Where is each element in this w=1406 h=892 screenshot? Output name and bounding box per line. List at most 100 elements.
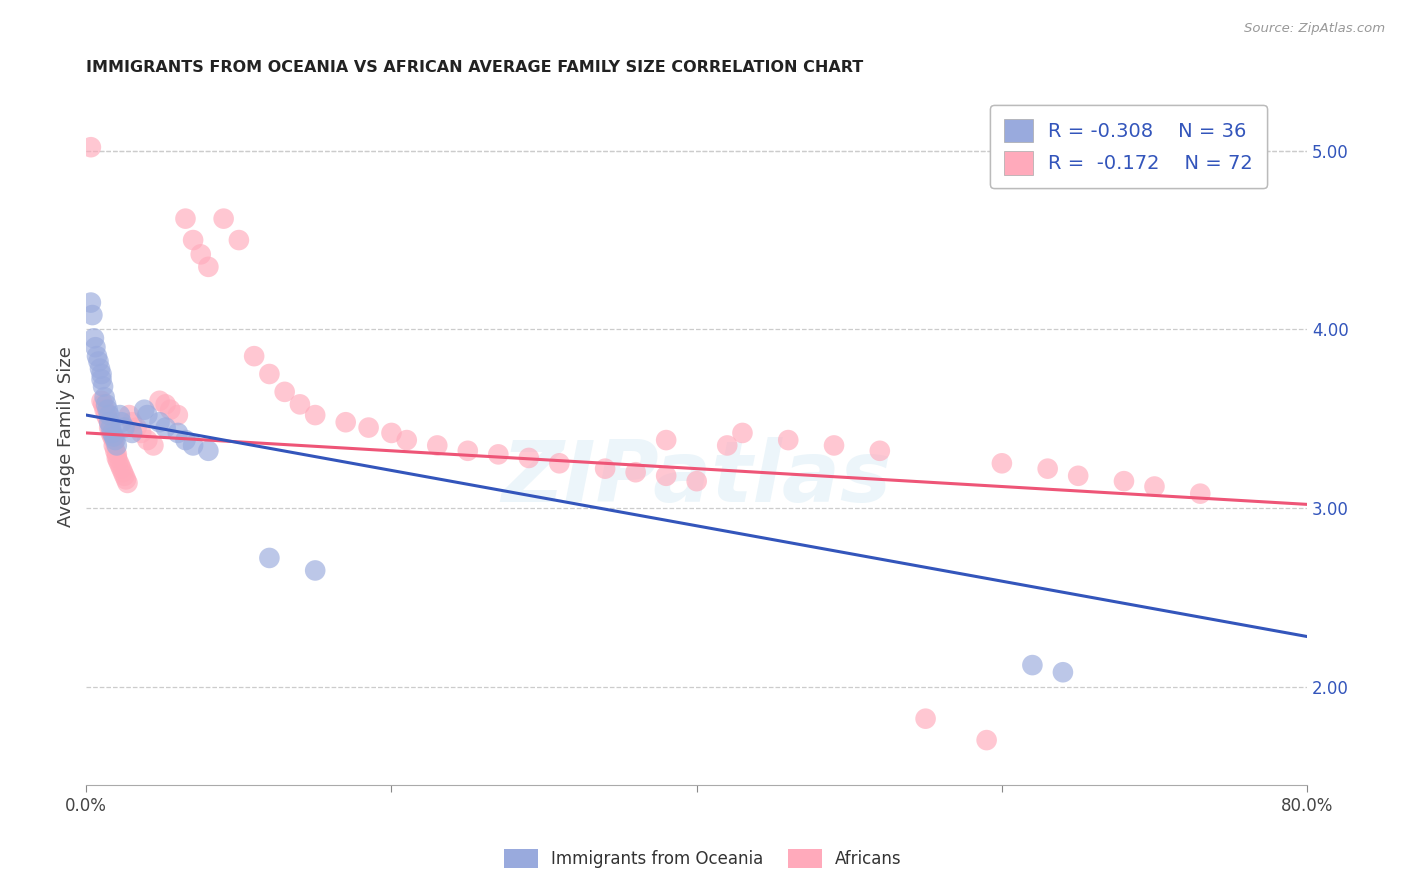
Point bbox=[593, 461, 616, 475]
Point bbox=[823, 438, 845, 452]
Point bbox=[976, 733, 998, 747]
Point bbox=[136, 433, 159, 447]
Text: Source: ZipAtlas.com: Source: ZipAtlas.com bbox=[1244, 22, 1385, 36]
Point bbox=[155, 397, 177, 411]
Point bbox=[93, 402, 115, 417]
Point bbox=[103, 438, 125, 452]
Point bbox=[1036, 461, 1059, 475]
Point bbox=[110, 461, 132, 475]
Point bbox=[97, 411, 120, 425]
Point bbox=[136, 408, 159, 422]
Point bbox=[426, 438, 449, 452]
Point bbox=[212, 211, 235, 226]
Point bbox=[548, 456, 571, 470]
Point bbox=[731, 425, 754, 440]
Point bbox=[1143, 479, 1166, 493]
Point bbox=[197, 260, 219, 274]
Point bbox=[357, 420, 380, 434]
Point bbox=[104, 433, 127, 447]
Point bbox=[101, 429, 124, 443]
Point bbox=[97, 402, 120, 417]
Point bbox=[457, 443, 479, 458]
Point bbox=[80, 295, 103, 310]
Point bbox=[86, 349, 108, 363]
Point bbox=[101, 425, 124, 440]
Point bbox=[115, 472, 138, 486]
Point bbox=[174, 433, 197, 447]
Point bbox=[90, 372, 112, 386]
Point bbox=[304, 564, 326, 578]
Point bbox=[155, 420, 177, 434]
Point bbox=[655, 433, 678, 447]
Point bbox=[105, 447, 128, 461]
Point bbox=[90, 393, 112, 408]
Point bbox=[655, 468, 678, 483]
Point bbox=[98, 415, 121, 429]
Point bbox=[991, 456, 1014, 470]
Point bbox=[111, 465, 134, 479]
Text: IMMIGRANTS FROM OCEANIA VS AFRICAN AVERAGE FAMILY SIZE CORRELATION CHART: IMMIGRANTS FROM OCEANIA VS AFRICAN AVERA… bbox=[86, 60, 863, 75]
Point bbox=[108, 408, 131, 422]
Point bbox=[914, 712, 936, 726]
Point bbox=[114, 468, 136, 483]
Point bbox=[91, 397, 114, 411]
Point bbox=[624, 465, 647, 479]
Point bbox=[93, 390, 115, 404]
Point bbox=[1052, 665, 1074, 680]
Point bbox=[125, 420, 148, 434]
Point bbox=[190, 247, 212, 261]
Point bbox=[1067, 468, 1090, 483]
Legend: R = -0.308    N = 36, R =  -0.172    N = 72: R = -0.308 N = 36, R = -0.172 N = 72 bbox=[990, 105, 1267, 188]
Point bbox=[100, 420, 122, 434]
Y-axis label: Average Family Size: Average Family Size bbox=[58, 346, 75, 527]
Legend: Immigrants from Oceania, Africans: Immigrants from Oceania, Africans bbox=[498, 842, 908, 875]
Point bbox=[159, 402, 181, 417]
Point bbox=[142, 438, 165, 452]
Point bbox=[166, 408, 188, 422]
Point bbox=[94, 408, 117, 422]
Point bbox=[91, 379, 114, 393]
Point bbox=[87, 354, 110, 368]
Point bbox=[103, 429, 125, 443]
Point bbox=[197, 443, 219, 458]
Point bbox=[174, 211, 197, 226]
Point bbox=[94, 397, 117, 411]
Point bbox=[259, 551, 281, 566]
Point bbox=[686, 474, 709, 488]
Point bbox=[1189, 486, 1212, 500]
Point bbox=[486, 447, 509, 461]
Point bbox=[134, 402, 156, 417]
Point bbox=[82, 308, 104, 322]
Point bbox=[114, 420, 136, 434]
Point bbox=[273, 384, 295, 399]
Point bbox=[89, 361, 111, 376]
Point bbox=[259, 367, 281, 381]
Point bbox=[80, 140, 103, 154]
Point bbox=[121, 425, 143, 440]
Point bbox=[148, 393, 170, 408]
Point bbox=[108, 458, 131, 472]
Point bbox=[129, 425, 152, 440]
Point bbox=[716, 438, 738, 452]
Point bbox=[1112, 474, 1135, 488]
Point bbox=[395, 433, 418, 447]
Point bbox=[243, 349, 266, 363]
Point bbox=[148, 415, 170, 429]
Point bbox=[84, 340, 107, 354]
Point bbox=[288, 397, 311, 411]
Point bbox=[104, 443, 127, 458]
Text: ZIPatlas: ZIPatlas bbox=[502, 437, 891, 520]
Point bbox=[181, 233, 204, 247]
Point bbox=[166, 425, 188, 440]
Point bbox=[228, 233, 250, 247]
Point bbox=[517, 450, 540, 465]
Point bbox=[117, 475, 139, 490]
Point bbox=[105, 438, 128, 452]
Point bbox=[107, 454, 129, 468]
Point bbox=[1021, 658, 1043, 673]
Point bbox=[98, 420, 121, 434]
Point bbox=[121, 415, 143, 429]
Point bbox=[103, 433, 125, 447]
Point bbox=[100, 425, 122, 440]
Point bbox=[380, 425, 402, 440]
